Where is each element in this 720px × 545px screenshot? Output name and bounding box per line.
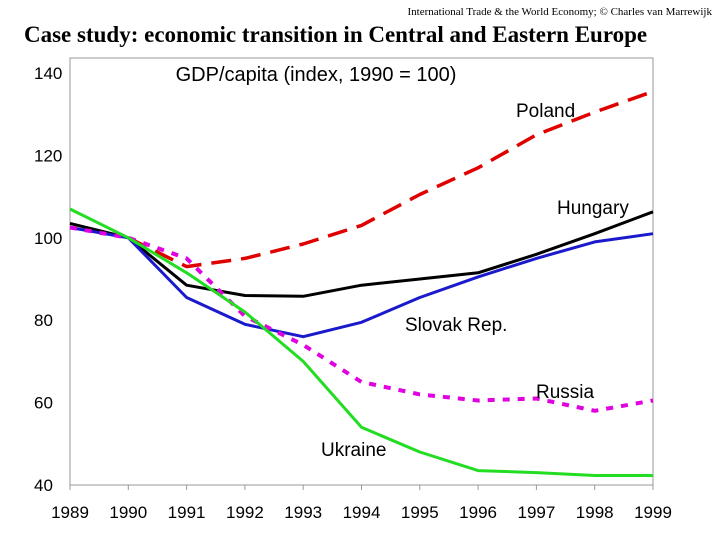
series-labels: Poland Hungary Slovak Rep. Russia Ukraine [321,101,629,461]
slide-title: Case study: economic transition in Centr… [24,22,648,47]
x-tick-label: 1993 [284,503,322,522]
y-tick-label: 140 [34,64,62,83]
y-tick-label: 120 [34,146,62,165]
x-tick-label: 1998 [576,503,614,522]
y-tick-label: 40 [34,476,53,495]
series-lines [69,89,654,477]
series-label: Hungary [557,198,629,219]
header-note: International Trade & the World Economy;… [407,6,712,18]
chart-title-group: GDP/capita (index, 1990 = 100) [150,60,480,86]
x-tick-label: 1990 [109,503,147,522]
y-tick-label: 80 [34,311,53,330]
series-label: Russia [536,382,595,403]
chart-title: GDP/capita (index, 1990 = 100) [176,64,457,86]
tick-labels: 40 60 80 100 120 140 1989 1990 1991 1992 1993 1994 1… [34,64,672,522]
x-tick-label: 1992 [226,503,264,522]
x-tick-label: 1995 [401,503,439,522]
x-tick-label: 1989 [51,503,89,522]
series-label: Poland [516,101,575,122]
x-tick-label: 1996 [459,503,497,522]
series-line-slovak-rep [69,226,654,339]
series-label: Slovak Rep. [405,315,507,336]
plot-frame [69,57,654,486]
series-line-poland [127,89,654,269]
axes [69,57,654,486]
x-tick-label: 1997 [517,503,555,522]
x-tick-label: 1994 [343,503,381,522]
x-tick-label: 1999 [634,503,672,522]
series-line-ukraine [69,207,653,477]
series-line-hungary [69,210,654,298]
y-tick-label: 100 [34,229,62,248]
chart-title-backdrop [150,60,480,86]
y-tick-label: 60 [34,394,53,413]
series-label: Ukraine [321,440,386,461]
x-tick-label: 1991 [168,503,206,522]
